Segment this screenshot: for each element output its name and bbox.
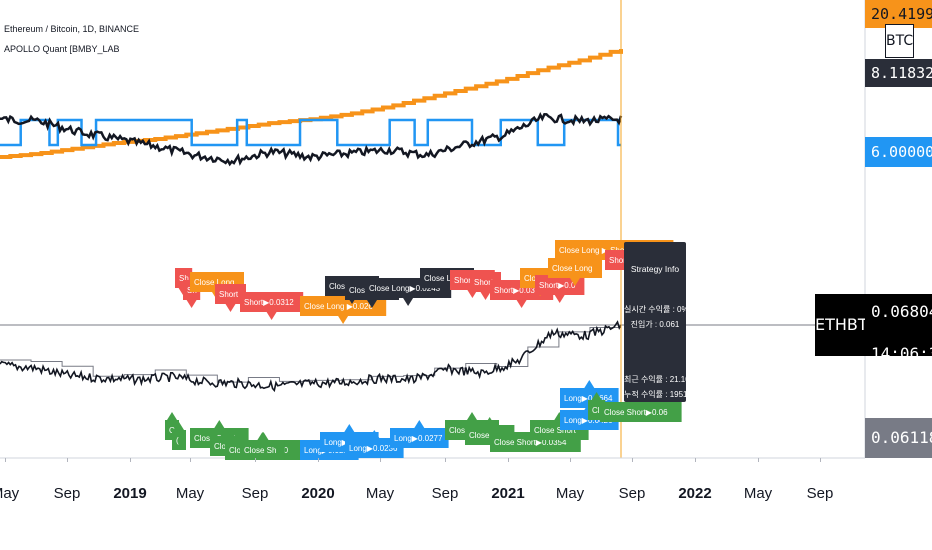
cumulative-return: 누적 수익률 : 1951.29% (624, 390, 706, 399)
orange-step-series (0, 49, 623, 159)
strategy-info-title: Strategy Info (630, 264, 680, 274)
signal-label-text: Close Short (534, 426, 577, 435)
x-tick-mark (318, 458, 319, 462)
x-tick-mark (255, 458, 256, 462)
signal-label-text: Long▶0.0277 (394, 434, 443, 443)
signal-label-text: Close Long (194, 278, 234, 287)
signal-label-text: Close Long (424, 274, 464, 283)
x-tick-label: 2019 (113, 485, 147, 502)
signal-label-text: Close Long▶0.0243 (369, 284, 441, 293)
signal-label-short: Short▶0.0312 (240, 292, 304, 320)
x-tick-mark (67, 458, 68, 462)
x-tick-mark (5, 458, 6, 462)
x-tick-label: May (365, 485, 395, 502)
x-tick-label: 2020 (301, 485, 335, 502)
btc-symbol-label: BTC (885, 24, 914, 58)
signal-label-long: Long▶0.0236 (345, 430, 404, 458)
x-tick-mark (695, 458, 696, 462)
entry-price: 진입가 : 0.061 (630, 320, 680, 329)
signal-label-text: Short (474, 278, 494, 287)
x-tick-label: Sep (241, 485, 269, 502)
signal-label-text: Close Sh (244, 446, 276, 455)
signal-label-text: Short▶0.0312 (244, 298, 294, 307)
price-series (0, 320, 622, 393)
x-tick-label: May (0, 485, 20, 502)
x-tick-mark (380, 458, 381, 462)
signal-label-close-long: Close Long (548, 258, 602, 286)
grey-step-series (0, 320, 622, 383)
recent-return: 최근 수익률 : 21.102% (624, 375, 702, 384)
x-tick-mark (570, 458, 571, 462)
signal-label-text: Long▶0.0236 (349, 444, 398, 453)
signal-label-text: Sh (179, 274, 189, 283)
x-tick-mark (758, 458, 759, 462)
signal-label-text: Short (219, 290, 239, 299)
signal-label-close-short: ( (172, 422, 186, 450)
orange-price-tag: 20.419904 (865, 0, 932, 28)
signal-label-text: Short▶0.0 (539, 281, 576, 290)
last-price-tag: 0.068042 14:06:39 (865, 294, 932, 356)
signal-label-text: Short▶0.0323 (494, 286, 544, 295)
symbol-label: ETHBTC (815, 294, 878, 356)
x-tick-label: Sep (618, 485, 646, 502)
signal-label-text: Long▶0.0426 (564, 416, 613, 425)
blue-price-tag: 6.000000 (865, 137, 932, 167)
chart-title: Ethereum / Bitcoin, 1D, BINANCE (4, 24, 140, 34)
strategy-info-panel: Strategy Info 실시간 수익률 : 0% 진입가 : 0.061 최… (624, 242, 706, 402)
x-tick-mark (445, 458, 446, 462)
signal-label-text: Close Short▶0.0354 (494, 438, 567, 447)
signal-label-close-short: Close Sh (240, 432, 285, 460)
signal-label-long: Long▶0.0277 (390, 420, 449, 448)
signal-label-text: Close Long (552, 264, 592, 273)
x-tick-mark (820, 458, 821, 462)
x-tick-label: May (743, 485, 773, 502)
x-tick-label: May (555, 485, 585, 502)
lower-price-tag: 0.061187 (865, 418, 932, 458)
x-tick-label: May (175, 485, 205, 502)
x-tick-mark (632, 458, 633, 462)
x-tick-mark (130, 458, 131, 462)
signal-label-text: Close (214, 442, 235, 451)
indicator-title: APOLLO Quant [BMBY_LAB (4, 44, 120, 54)
bar-countdown: 14:06:39 (871, 344, 932, 357)
signal-label-text: ( (176, 436, 179, 445)
last-price-value: 0.068042 (871, 302, 932, 321)
x-tick-label: Sep (431, 485, 459, 502)
x-tick-mark (190, 458, 191, 462)
x-tick-mark (508, 458, 509, 462)
signal-label-text: Long▶0.0664 (564, 394, 613, 403)
x-tick-label: Sep (806, 485, 834, 502)
signal-label-text: Short▶0. (454, 276, 486, 285)
signal-label-close-long: Close Long ▶0.026 (300, 296, 387, 324)
signal-label-text: Close Sho (469, 431, 506, 440)
black-upper-series (0, 112, 623, 167)
black-price-tag: 8.118329 (865, 59, 932, 87)
realtime-return: 실시간 수익률 : 0% (624, 305, 689, 314)
x-tick-label: 2022 (678, 485, 712, 502)
signal-label-text: Close Long ▶0.026 (304, 302, 373, 311)
x-tick-label: 2021 (491, 485, 525, 502)
signal-label-text: Cl (592, 406, 600, 415)
signal-label-short: Short (215, 284, 246, 312)
x-tick-label: Sep (53, 485, 81, 502)
signal-label-text: Close Short▶0.06 (604, 408, 668, 417)
blue-step-series (0, 118, 621, 147)
